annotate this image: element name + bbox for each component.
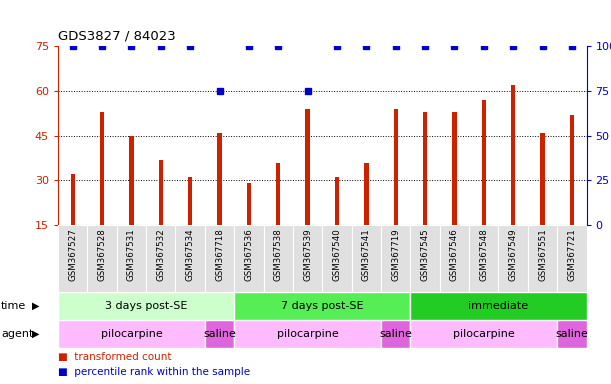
Bar: [218, 133, 222, 225]
Bar: [452, 112, 456, 225]
Text: GSM367540: GSM367540: [332, 228, 342, 281]
Bar: [569, 115, 574, 225]
Bar: [58, 225, 87, 292]
Bar: [130, 136, 134, 225]
Text: GSM367539: GSM367539: [303, 228, 312, 281]
Bar: [411, 292, 587, 320]
Bar: [411, 225, 440, 292]
Text: GSM367534: GSM367534: [186, 228, 195, 281]
Text: ▶: ▶: [32, 329, 39, 339]
Text: GSM367531: GSM367531: [127, 228, 136, 281]
Text: GSM367532: GSM367532: [156, 228, 166, 281]
Text: saline: saline: [203, 329, 236, 339]
Bar: [188, 177, 192, 225]
Text: pilocarpine: pilocarpine: [101, 329, 163, 339]
Text: GSM367719: GSM367719: [391, 228, 400, 281]
Text: GSM367551: GSM367551: [538, 228, 547, 281]
Text: ▶: ▶: [32, 301, 39, 311]
Text: GSM367546: GSM367546: [450, 228, 459, 281]
Bar: [423, 112, 427, 225]
Text: GSM367528: GSM367528: [98, 228, 106, 281]
Bar: [159, 160, 163, 225]
Text: GSM367541: GSM367541: [362, 228, 371, 281]
Text: 3 days post-SE: 3 days post-SE: [105, 301, 188, 311]
Bar: [87, 225, 117, 292]
Text: saline: saline: [379, 329, 412, 339]
Text: pilocarpine: pilocarpine: [453, 329, 514, 339]
Bar: [293, 225, 323, 292]
Bar: [469, 225, 499, 292]
Text: GSM367548: GSM367548: [479, 228, 488, 281]
Text: GSM367545: GSM367545: [420, 228, 430, 281]
Bar: [70, 174, 75, 225]
Bar: [234, 320, 381, 348]
Bar: [381, 225, 411, 292]
Bar: [499, 225, 528, 292]
Bar: [335, 177, 339, 225]
Bar: [557, 225, 587, 292]
Bar: [411, 320, 557, 348]
Bar: [364, 162, 368, 225]
Bar: [323, 225, 352, 292]
Bar: [352, 225, 381, 292]
Text: GSM367527: GSM367527: [68, 228, 77, 281]
Bar: [117, 225, 146, 292]
Text: GSM367718: GSM367718: [215, 228, 224, 281]
Bar: [276, 162, 280, 225]
Bar: [175, 225, 205, 292]
Bar: [247, 184, 251, 225]
Bar: [381, 320, 411, 348]
Text: time: time: [1, 301, 26, 311]
Text: GSM367538: GSM367538: [274, 228, 283, 281]
Text: agent: agent: [1, 329, 34, 339]
Bar: [234, 225, 263, 292]
Bar: [58, 320, 205, 348]
Text: GDS3827 / 84023: GDS3827 / 84023: [58, 30, 176, 43]
Bar: [306, 109, 310, 225]
Text: ■  percentile rank within the sample: ■ percentile rank within the sample: [58, 367, 250, 377]
Bar: [440, 225, 469, 292]
Bar: [511, 85, 515, 225]
Bar: [205, 320, 234, 348]
Bar: [205, 225, 234, 292]
Bar: [100, 112, 104, 225]
Text: immediate: immediate: [469, 301, 529, 311]
Bar: [540, 133, 545, 225]
Bar: [393, 109, 398, 225]
Text: GSM367536: GSM367536: [244, 228, 254, 281]
Text: GSM367721: GSM367721: [568, 228, 576, 281]
Bar: [234, 292, 411, 320]
Bar: [481, 100, 486, 225]
Bar: [146, 225, 175, 292]
Bar: [263, 225, 293, 292]
Text: ■  transformed count: ■ transformed count: [58, 352, 172, 362]
Text: pilocarpine: pilocarpine: [277, 329, 338, 339]
Bar: [58, 292, 234, 320]
Bar: [557, 320, 587, 348]
Text: GSM367549: GSM367549: [508, 228, 518, 281]
Text: saline: saline: [555, 329, 588, 339]
Text: 7 days post-SE: 7 days post-SE: [281, 301, 364, 311]
Bar: [528, 225, 557, 292]
